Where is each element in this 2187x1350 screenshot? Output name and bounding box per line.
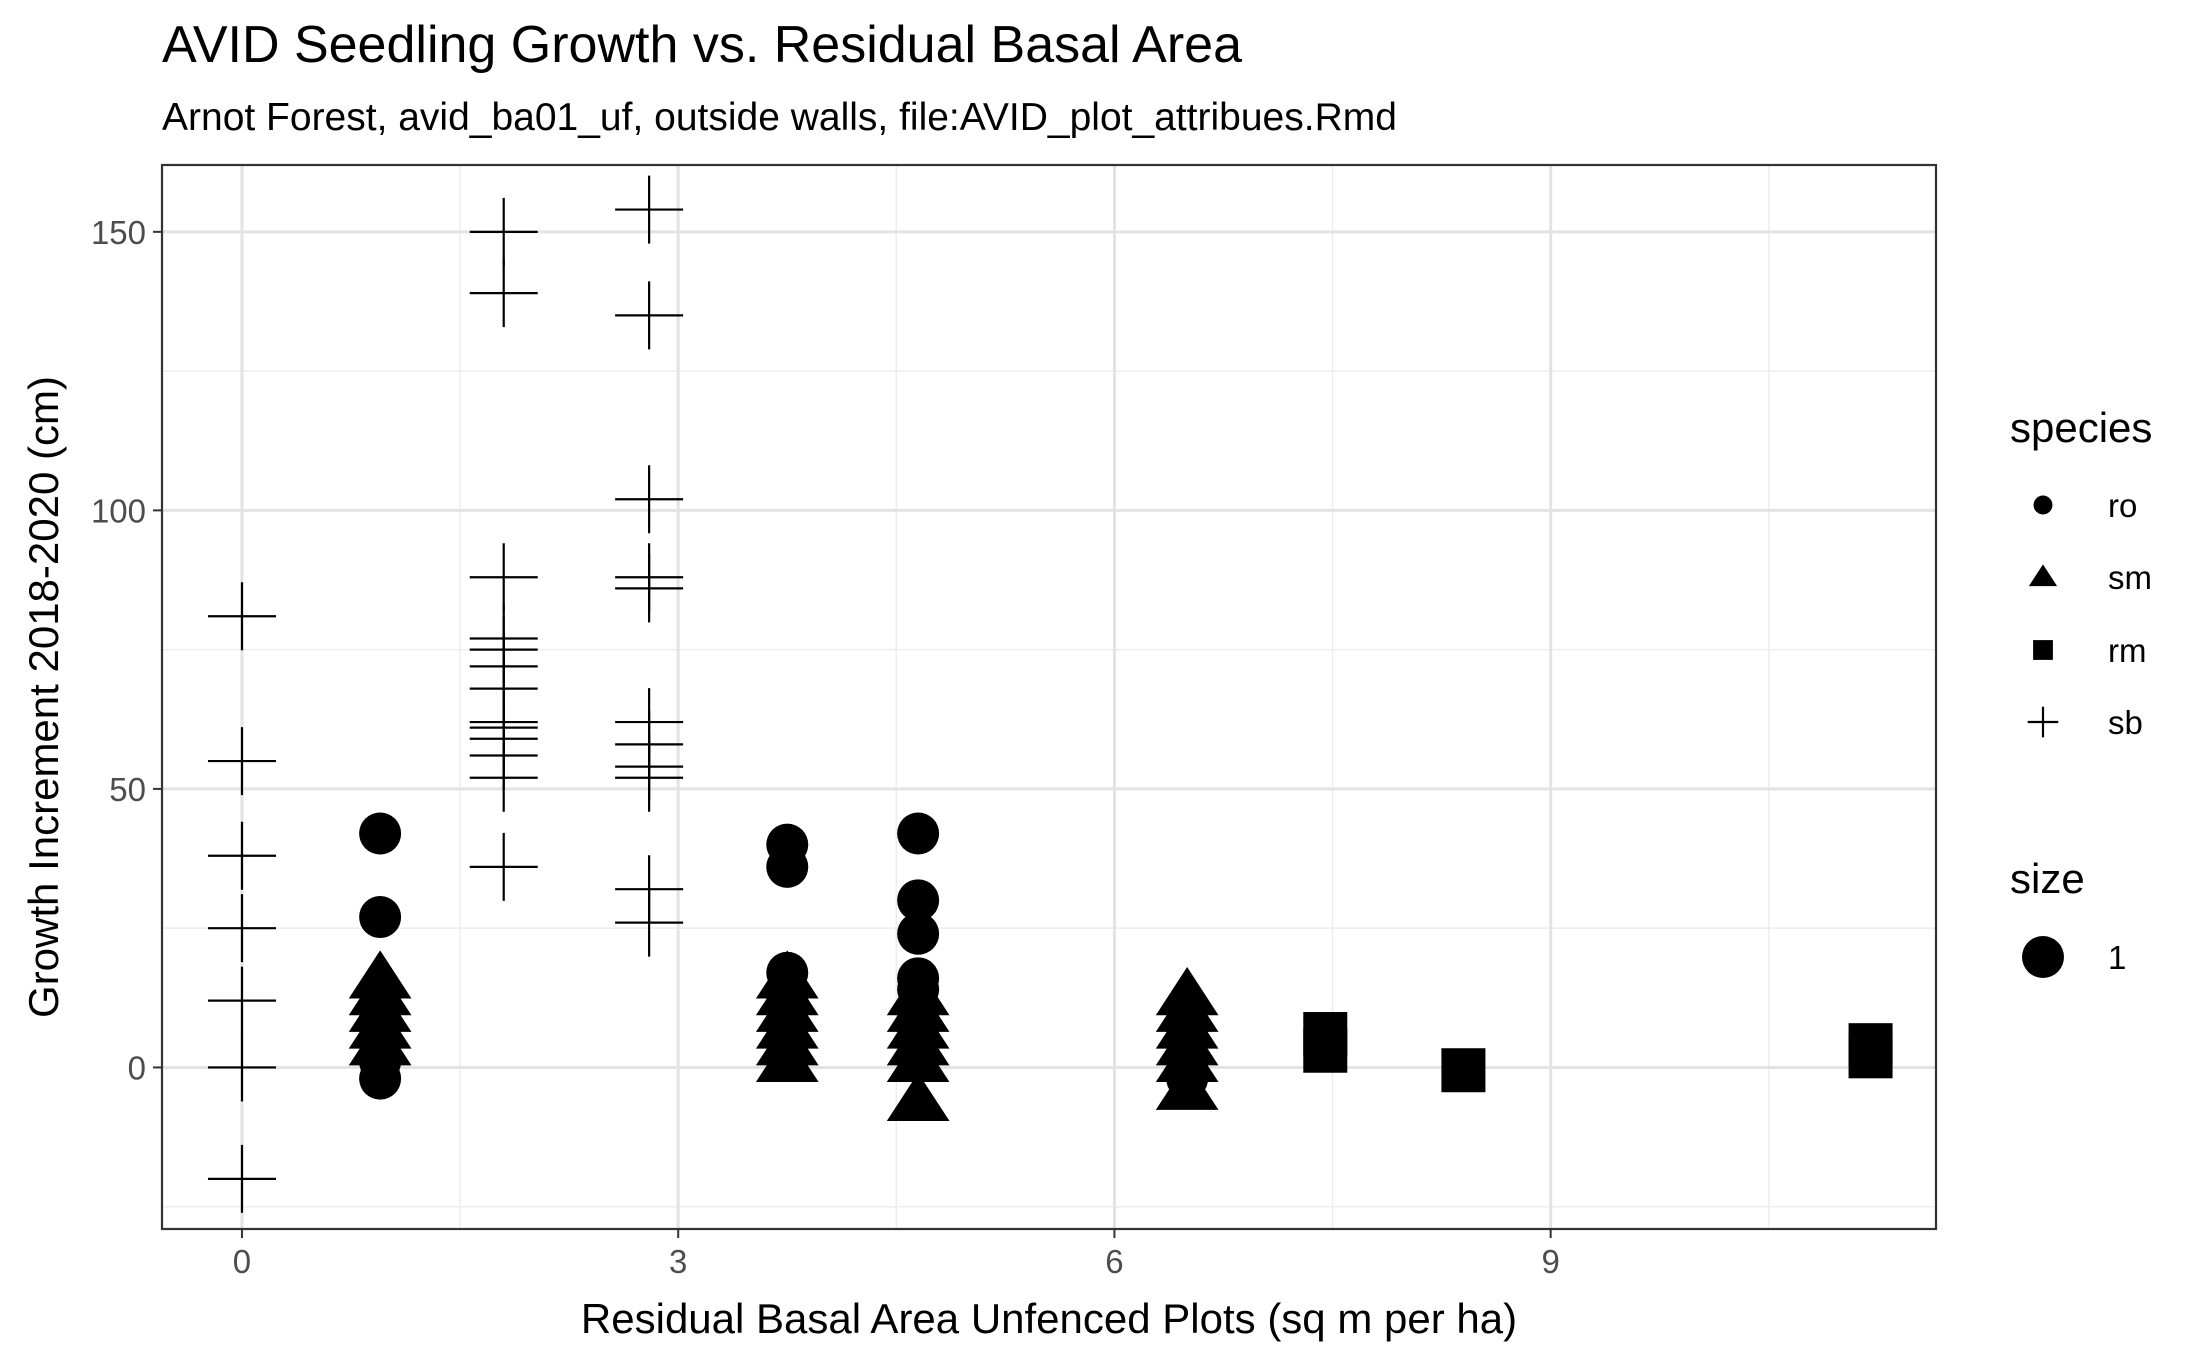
legend-species-title: species bbox=[2010, 404, 2152, 451]
gridlines bbox=[162, 165, 1936, 1229]
point-rm bbox=[1303, 1028, 1348, 1073]
point-sb bbox=[615, 743, 684, 812]
point-rm bbox=[1848, 1034, 1893, 1079]
point-ro bbox=[897, 879, 940, 922]
x-tick-label: 3 bbox=[669, 1243, 687, 1280]
data-points bbox=[207, 175, 1893, 1213]
plot-panel bbox=[162, 165, 1936, 1229]
y-tick-label: 0 bbox=[128, 1049, 146, 1086]
point-sb bbox=[615, 175, 684, 244]
point-ro bbox=[766, 845, 809, 888]
point-ro bbox=[359, 896, 402, 939]
point-sb bbox=[207, 1144, 276, 1213]
x-axis-title: Residual Basal Area Unfenced Plots (sq m… bbox=[581, 1295, 1517, 1342]
point-sb bbox=[207, 894, 276, 963]
point-sb bbox=[615, 465, 684, 534]
point-ro bbox=[359, 812, 402, 855]
legend-label-sb: sb bbox=[2108, 704, 2143, 741]
point-sb bbox=[469, 543, 538, 612]
legend-key-sm bbox=[2028, 564, 2058, 587]
legend-species-keys: ro sm rm sb bbox=[2027, 487, 2152, 741]
y-tick-label: 150 bbox=[91, 214, 146, 251]
point-sm bbox=[755, 1033, 819, 1083]
point-ro bbox=[1166, 1057, 1209, 1100]
x-tick-label: 0 bbox=[233, 1243, 251, 1280]
point-ro bbox=[766, 1007, 809, 1050]
legend: species ro sm rm sb size 1 bbox=[2010, 404, 2152, 978]
point-sb bbox=[207, 821, 276, 890]
point-sb bbox=[615, 888, 684, 957]
x-tick-label: 6 bbox=[1105, 1243, 1123, 1280]
point-rm bbox=[1441, 1048, 1486, 1093]
x-axis-ticks: 0 3 6 9 bbox=[233, 1229, 1560, 1280]
y-tick-label: 50 bbox=[109, 771, 146, 808]
legend-size-key bbox=[2022, 936, 2064, 978]
point-sb bbox=[615, 554, 684, 623]
legend-key-ro bbox=[2033, 495, 2053, 515]
point-ro bbox=[897, 912, 940, 955]
legend-key-sb bbox=[2027, 706, 2059, 738]
point-sb bbox=[207, 966, 276, 1035]
chart-subtitle: Arnot Forest, avid_ba01_uf, outside wall… bbox=[162, 96, 1397, 139]
point-sb bbox=[469, 197, 538, 266]
point-sm bbox=[886, 1072, 950, 1122]
point-sb bbox=[469, 832, 538, 901]
point-ro bbox=[897, 812, 940, 855]
point-ro bbox=[359, 1057, 402, 1100]
point-sb bbox=[207, 727, 276, 796]
point-sb bbox=[615, 281, 684, 350]
point-ro bbox=[897, 1035, 940, 1078]
legend-label-ro: ro bbox=[2108, 487, 2137, 524]
chart-title: AVID Seedling Growth vs. Residual Basal … bbox=[162, 16, 1242, 74]
x-tick-label: 9 bbox=[1541, 1243, 1559, 1280]
y-tick-label: 100 bbox=[91, 492, 146, 529]
point-sb bbox=[469, 259, 538, 328]
y-axis-ticks: 0 50 100 150 bbox=[91, 214, 162, 1086]
legend-size-title: size bbox=[2010, 855, 2085, 902]
legend-size-label: 1 bbox=[2108, 939, 2126, 976]
point-sb bbox=[469, 743, 538, 812]
y-axis-title: Growth Increment 2018-2020 (cm) bbox=[20, 376, 67, 1018]
legend-key-rm bbox=[2033, 640, 2053, 660]
legend-label-rm: rm bbox=[2108, 632, 2146, 669]
point-sb bbox=[207, 1033, 276, 1102]
legend-label-sm: sm bbox=[2108, 559, 2152, 596]
point-sb bbox=[207, 582, 276, 651]
plot-border bbox=[160, 163, 1938, 1231]
